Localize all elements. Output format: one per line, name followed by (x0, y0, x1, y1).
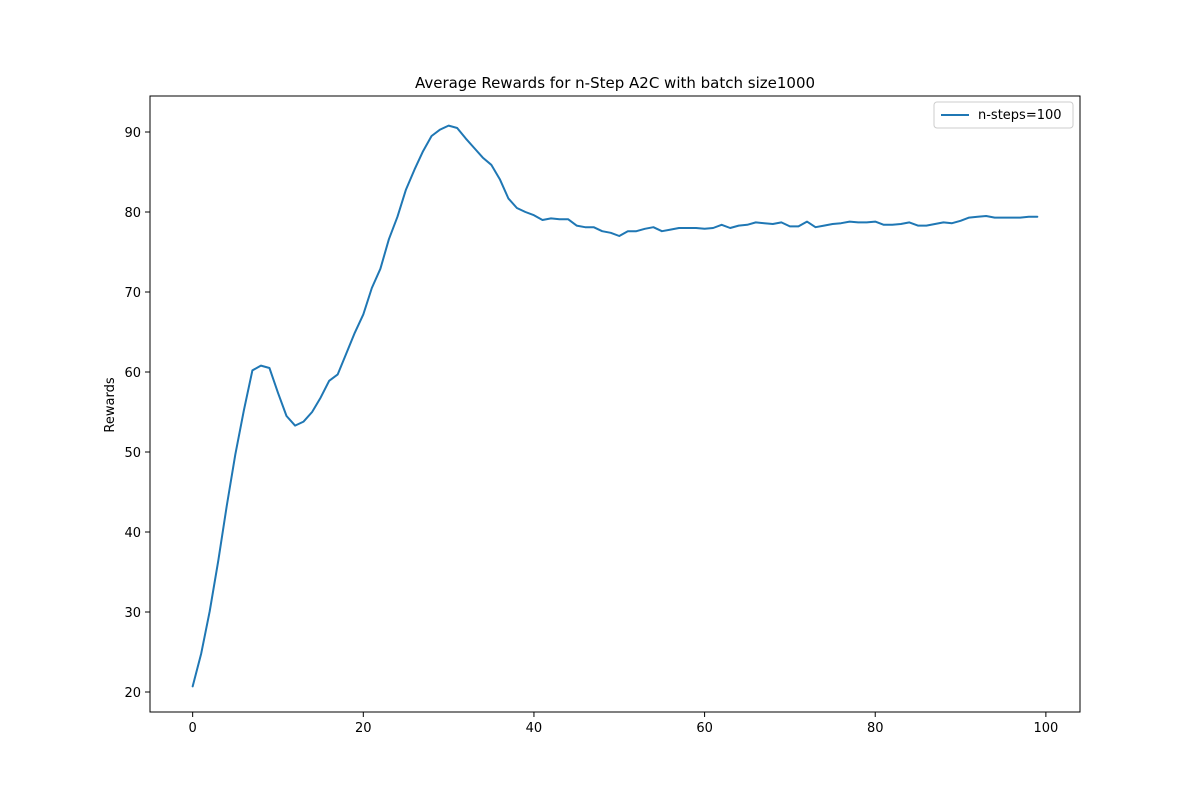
y-tick-label: 50 (124, 446, 141, 461)
y-tick-label: 40 (124, 526, 141, 541)
axis-ticks: 0 20 40 60 80 100 20 30 40 50 60 70 80 90 (124, 126, 1058, 736)
y-tick-label: 20 (124, 686, 141, 701)
y-tick-label: 70 (124, 286, 141, 301)
plot-frame (149, 95, 1081, 713)
legend-box (933, 101, 1074, 129)
x-tick-label: 0 (189, 721, 197, 736)
y-tick-label: 30 (124, 606, 141, 621)
y-tick-label: 60 (124, 366, 141, 381)
x-tick-label: 100 (1033, 721, 1058, 736)
legend: n-steps=100 (933, 101, 1074, 129)
x-tick-label: 40 (526, 721, 543, 736)
plot-lines (191, 124, 1039, 688)
legend-label: n-steps=100 (978, 108, 1062, 123)
series-line-n-steps-100 (191, 124, 1039, 688)
x-tick-label: 60 (696, 721, 713, 736)
chart-title: Average Rewards for n-Step A2C with batc… (415, 74, 815, 92)
x-tick-label: 20 (355, 721, 372, 736)
y-axis-label: Rewards (103, 377, 118, 432)
y-tick-label: 90 (124, 126, 141, 141)
x-tick-label: 80 (867, 721, 884, 736)
y-tick-label: 80 (124, 206, 141, 221)
